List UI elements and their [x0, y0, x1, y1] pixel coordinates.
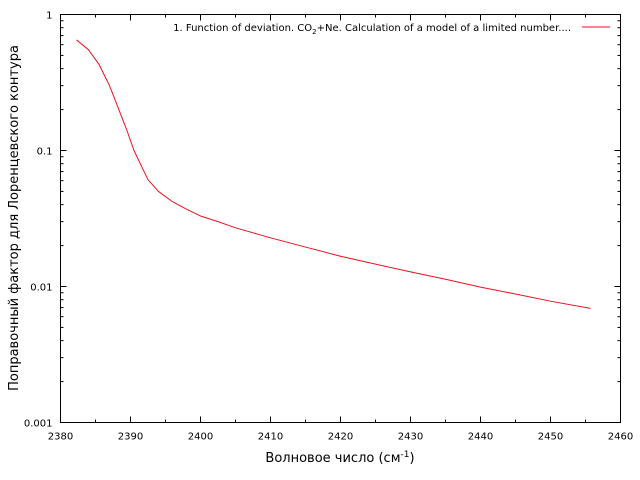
- x-tick-label: 2420: [328, 432, 353, 443]
- x-tick-label: 2380: [48, 432, 73, 443]
- y-tick-label: 0.001: [24, 419, 53, 430]
- x-tick-label: 2460: [608, 432, 633, 443]
- y-tick-label: 1: [46, 11, 52, 22]
- legend-label: 1. Function of deviation. CO2+Ne. Calcul…: [173, 23, 571, 36]
- y-tick-label: 0.01: [30, 283, 52, 294]
- x-tick-label: 2410: [258, 432, 283, 443]
- x-tick-label: 2430: [398, 432, 423, 443]
- x-tick-label: 2440: [468, 432, 493, 443]
- y-axis-title: Поправочный фактор для Лоренцевского кон…: [7, 45, 22, 391]
- plot-frame: [60, 14, 621, 423]
- y-tick-label: 0.1: [37, 147, 53, 158]
- series-layer: [76, 39, 591, 309]
- axis-ticks: 2380 2390 2400 2410 2420 2430 2440 2450 2460 0.00…: [24, 11, 633, 443]
- x-tick-label: 2450: [538, 432, 563, 443]
- series-line-1: [76, 39, 591, 309]
- legend: 1. Function of deviation. CO2+Ne. Calcul…: [173, 23, 610, 36]
- x-axis-title: Волновое число (см-1): [265, 450, 414, 466]
- x-tick-label: 2390: [118, 432, 143, 443]
- x-tick-label: 2400: [188, 432, 213, 443]
